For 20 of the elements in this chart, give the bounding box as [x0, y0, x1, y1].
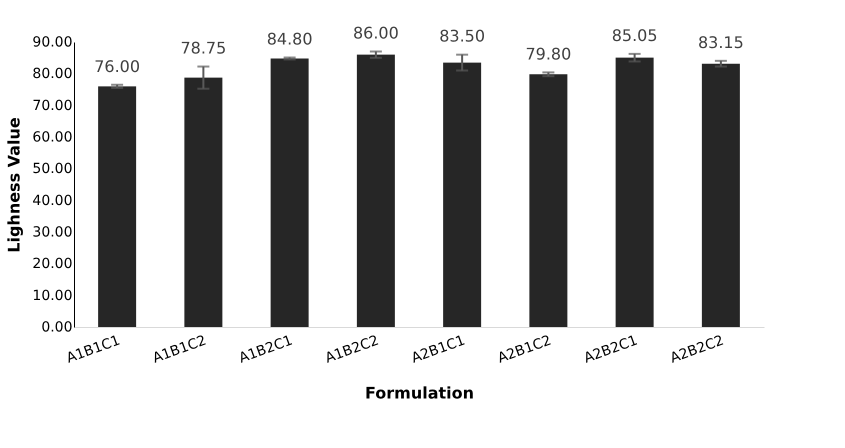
y-tick-label: 0.00 [41, 320, 72, 336]
y-tick-label: 90.00 [32, 34, 72, 50]
y-tick-label: 50.00 [32, 161, 72, 178]
data-label: 79.80 [525, 44, 572, 64]
data-label: 84.80 [266, 30, 313, 49]
y-axis-title: Lighness Value [4, 117, 24, 253]
data-label: 76.00 [94, 56, 140, 76]
data-label: 86.00 [352, 24, 399, 42]
data-label: 83.50 [439, 26, 486, 46]
y-tick-label: 10.00 [32, 288, 72, 304]
y-tick-label: 30.00 [32, 224, 72, 240]
data-label: 83.15 [698, 32, 744, 52]
y-tick-label: 20.00 [32, 256, 72, 272]
data-label: 85.05 [612, 26, 658, 45]
y-tick-label: 80.00 [32, 66, 72, 82]
y-tick-label: 70.00 [32, 98, 72, 114]
data-label: 78.75 [180, 38, 226, 58]
x-axis-title: Formulation [364, 384, 474, 403]
y-tick-label: 40.00 [32, 192, 72, 209]
y-tick-label: 60.00 [32, 130, 72, 146]
